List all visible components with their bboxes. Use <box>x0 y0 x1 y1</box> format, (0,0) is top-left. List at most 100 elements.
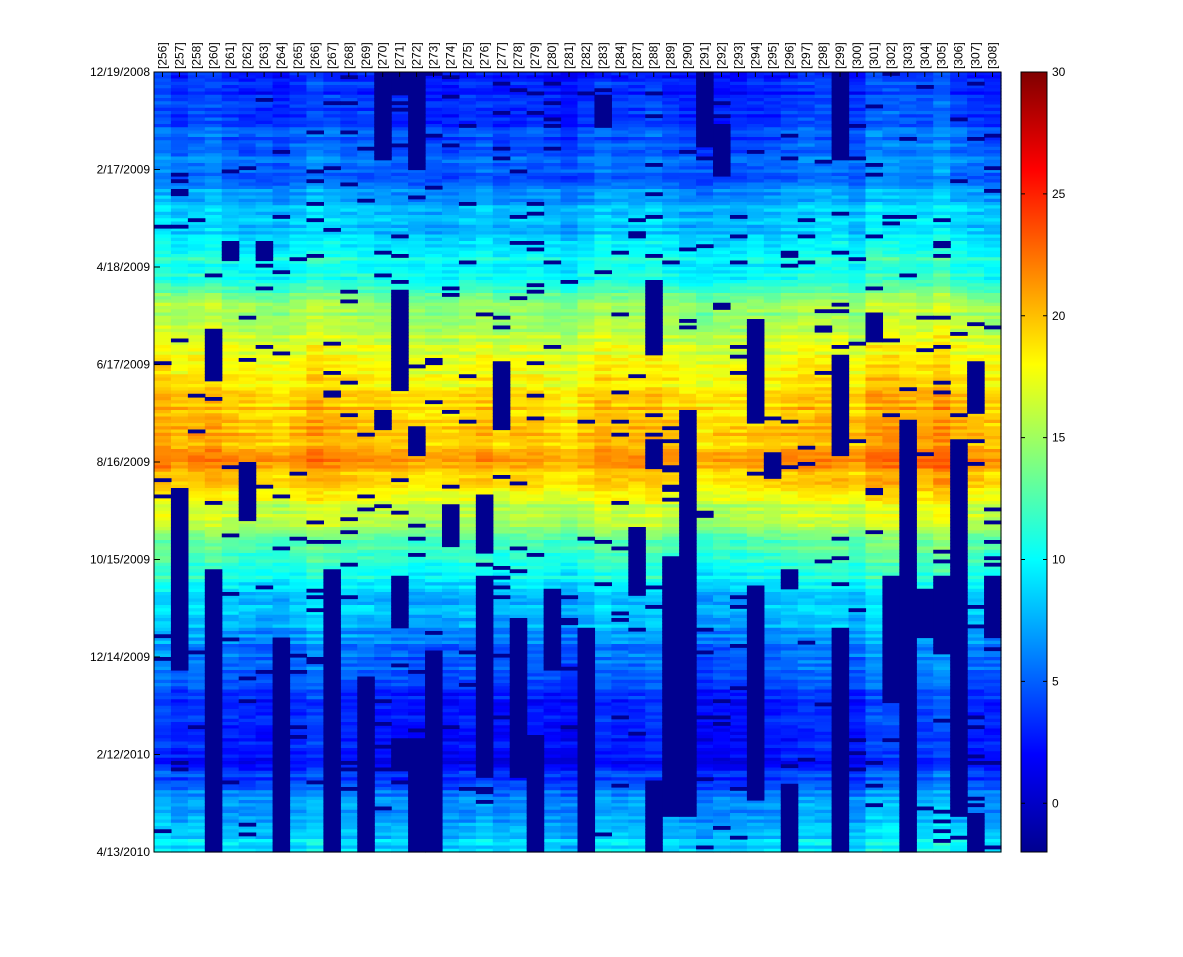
heatmap-cell <box>526 263 545 268</box>
heatmap-cell <box>187 549 206 554</box>
heatmap-cell <box>374 484 392 489</box>
heatmap-cell <box>374 507 392 512</box>
heatmap-cell <box>391 673 409 678</box>
heatmap-cell <box>458 423 477 427</box>
heatmap-cell <box>560 715 579 720</box>
heatmap-cell <box>526 98 545 102</box>
heatmap-cell <box>238 738 257 743</box>
heatmap-cell <box>475 806 494 811</box>
heatmap-cell <box>441 120 460 125</box>
heatmap-cell <box>340 400 358 405</box>
heatmap-cell <box>374 813 392 817</box>
heatmap-cell <box>170 813 189 817</box>
heatmap-cell <box>323 237 341 242</box>
heatmap-cell <box>289 839 308 843</box>
heatmap-cell <box>187 712 206 717</box>
heatmap-cell <box>306 374 324 379</box>
heatmap-cell <box>543 179 562 184</box>
heatmap-cell <box>408 660 426 665</box>
heatmap-cell <box>492 436 511 440</box>
heatmap-cell <box>543 796 562 801</box>
heatmap-cell <box>391 709 409 713</box>
heatmap-cell <box>441 419 460 424</box>
heatmap-cell <box>526 549 545 554</box>
heatmap-cell <box>391 471 409 476</box>
heatmap-cell <box>374 533 392 538</box>
heatmap-cell <box>187 202 206 206</box>
heatmap-cell <box>357 221 375 226</box>
heatmap-cell <box>340 429 358 434</box>
heatmap-cell <box>509 312 528 317</box>
heatmap-cell <box>340 816 358 821</box>
heatmap-cell <box>560 471 579 476</box>
heatmap-cell <box>526 348 545 353</box>
heatmap-cell <box>458 361 477 366</box>
heatmap-cell <box>526 306 545 310</box>
heatmap-cell <box>272 211 291 216</box>
heatmap-cell <box>272 185 291 190</box>
heatmap-cell <box>458 605 477 609</box>
heatmap-cell <box>560 839 579 843</box>
heatmap-cell <box>475 475 494 479</box>
heatmap-cell <box>289 497 308 502</box>
heatmap-cell <box>204 130 223 135</box>
heatmap-cell <box>492 445 511 450</box>
heatmap-cell <box>509 455 528 460</box>
heatmap-cell <box>509 387 528 392</box>
heatmap-cell <box>543 436 562 440</box>
heatmap-cell <box>560 104 579 109</box>
heatmap-cell <box>458 543 477 548</box>
heatmap-cell <box>154 114 172 119</box>
heatmap-cell <box>408 403 426 408</box>
heatmap-cell <box>509 458 528 463</box>
heatmap-cell <box>154 332 172 336</box>
heatmap-cell <box>374 341 392 346</box>
heatmap-cell <box>255 478 274 483</box>
heatmap-cell <box>340 221 358 226</box>
heatmap-cell <box>255 211 274 216</box>
heatmap-cell <box>221 432 240 437</box>
heatmap-cell <box>357 367 375 372</box>
heatmap-cell <box>374 380 392 385</box>
heatmap-cell <box>441 631 460 635</box>
heatmap-cell <box>170 731 189 736</box>
heatmap-cell <box>187 728 206 733</box>
heatmap-cell <box>238 809 257 814</box>
heatmap-cell <box>323 419 341 424</box>
heatmap-cell <box>255 761 274 765</box>
heatmap-cell <box>340 556 358 561</box>
heatmap-cell <box>340 312 358 317</box>
heatmap-cell <box>340 728 358 733</box>
heatmap-cell <box>221 787 240 791</box>
heatmap-cell <box>458 767 477 772</box>
heatmap-cell <box>543 185 562 190</box>
heatmap-cell <box>238 842 257 847</box>
heatmap-cell <box>475 91 494 96</box>
heatmap-cell <box>458 569 477 574</box>
heatmap-cell <box>204 88 223 93</box>
heatmap-cell <box>306 787 324 791</box>
heatmap-cell <box>357 585 375 590</box>
heatmap-cell <box>374 517 392 522</box>
heatmap-cell <box>187 104 206 109</box>
heatmap-cell <box>441 117 460 122</box>
heatmap-cell <box>238 826 257 830</box>
heatmap-cell <box>306 536 324 541</box>
heatmap-cell <box>391 683 409 687</box>
heatmap-cell <box>255 683 274 687</box>
heatmap-cell <box>221 670 240 674</box>
heatmap-cell <box>577 156 596 161</box>
heatmap-cell <box>154 341 172 346</box>
heatmap-cell <box>340 283 358 288</box>
heatmap-cell <box>458 471 477 476</box>
heatmap-cell <box>577 117 596 122</box>
heatmap-cell <box>543 218 562 223</box>
heatmap-cell <box>170 702 189 707</box>
heatmap-cell <box>357 195 375 200</box>
heatmap-cell <box>458 267 477 271</box>
heatmap-cell <box>391 845 409 850</box>
heatmap-cell <box>560 634 579 639</box>
heatmap-cell <box>306 107 324 112</box>
heatmap-cell <box>526 390 545 395</box>
heatmap-cell <box>340 410 358 414</box>
